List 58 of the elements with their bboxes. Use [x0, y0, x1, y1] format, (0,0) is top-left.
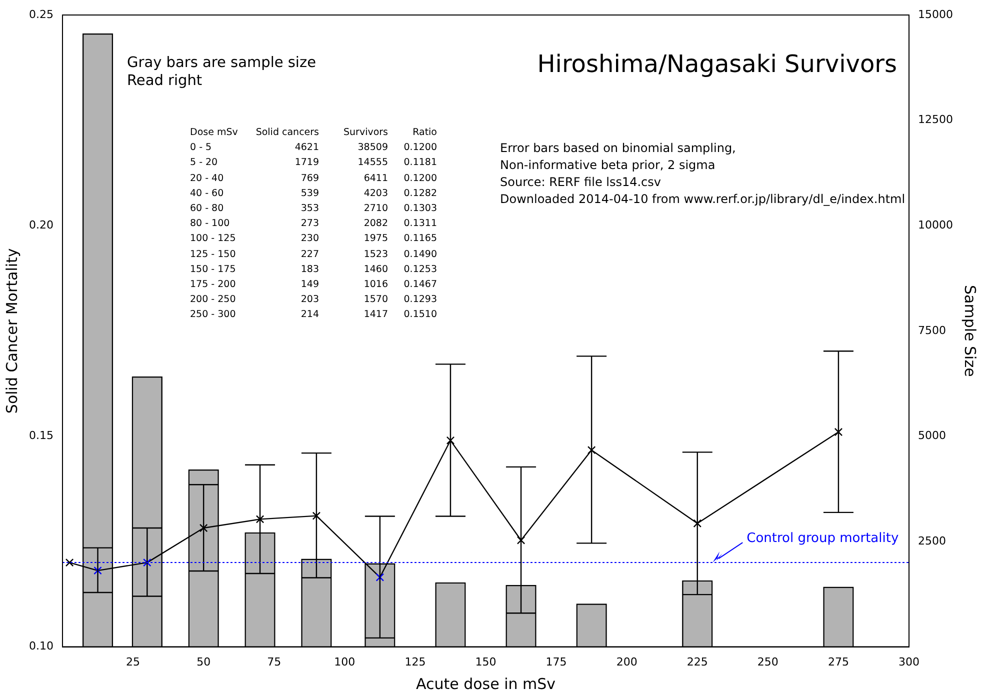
text: 175 - 200 149 1016 0.1467	[190, 278, 437, 290]
x-tick-label: 50	[196, 655, 211, 668]
x-tick-label: 100	[334, 655, 356, 668]
text: Dose mSv Solid cancers Survivors Ratio	[190, 127, 437, 138]
y-tick-label: 0.15	[28, 429, 54, 442]
text: 40 - 60 539 4203 0.1282	[190, 188, 437, 199]
point	[256, 515, 264, 524]
y2-axis-title: Sample Size	[961, 284, 980, 377]
text: Hiroshima/Nagasaki Survivors	[537, 50, 897, 78]
text: 5 - 20 1719 14555 0.1181	[190, 157, 437, 168]
y-tick-label: 0.20	[28, 218, 54, 232]
y-axis-title: Solid Cancer Mortality	[2, 248, 21, 414]
annotation: Downloaded 2014-04-10 from www.rerf.or.jp/library/dl_e/index.html	[500, 191, 906, 208]
point	[312, 512, 321, 520]
y2-tick-label: 5000	[918, 429, 946, 442]
annotation: Error bars based on binomial sampling,	[500, 140, 737, 157]
point	[94, 566, 102, 575]
y-tick-label: 0.10	[28, 640, 54, 653]
text: 150 - 175 183 1460 0.1253	[190, 264, 437, 275]
x-axis-title: Acute dose in mSv	[416, 674, 556, 693]
point	[834, 428, 843, 436]
point	[516, 536, 526, 544]
text: 0 - 5 4621 38509 0.1200	[190, 142, 437, 154]
annotation: Gray bars are sample size	[127, 54, 316, 72]
text: 125 - 150 227 1523 0.1490	[190, 248, 437, 260]
x-tick-label: 125	[404, 655, 426, 668]
x-tick-label: 150	[475, 655, 496, 668]
x-tick-label: 275	[828, 655, 849, 668]
point	[143, 558, 152, 567]
x-tick-label: 200	[616, 655, 638, 668]
text: 200 - 250 203 1570 0.1293	[190, 294, 437, 306]
text: 100 - 125 230 1975 0.1165	[190, 233, 437, 244]
annotation: Source: RERF file lss14.csv	[500, 174, 662, 191]
point	[693, 519, 702, 528]
x-tick-label: 225	[686, 655, 708, 668]
x-tick-label: 75	[267, 655, 282, 668]
y-tick-label: 0.25	[28, 8, 54, 21]
x-tick-label: 300	[898, 655, 920, 668]
x-tick-label: 250	[757, 655, 778, 668]
point	[376, 573, 384, 582]
text: 60 - 80 353 2710 0.1303	[190, 203, 437, 214]
point	[65, 558, 74, 567]
text: 20 - 40 769 6411 0.1200	[190, 172, 437, 184]
text: 80 - 100 273 2082 0.1311	[190, 218, 437, 230]
point	[446, 436, 455, 445]
ref-line-label: Control group mortality	[746, 530, 899, 546]
annotation: Non-informative beta prior, 2 sigma	[500, 157, 716, 174]
y2-tick-label: 12500	[918, 113, 954, 126]
point	[199, 524, 208, 532]
point	[587, 446, 596, 454]
y2-tick-label: 7500	[918, 324, 946, 337]
text: 250 - 300 214 1417 0.1510	[190, 309, 437, 320]
y2-tick-label: 15000	[918, 8, 954, 21]
y2-tick-label: 10000	[918, 218, 954, 232]
annotation: Read right	[127, 72, 204, 90]
x-tick-label: 25	[126, 655, 140, 668]
y2-tick-label: 2500	[918, 534, 946, 548]
x-tick-label: 175	[546, 655, 567, 668]
